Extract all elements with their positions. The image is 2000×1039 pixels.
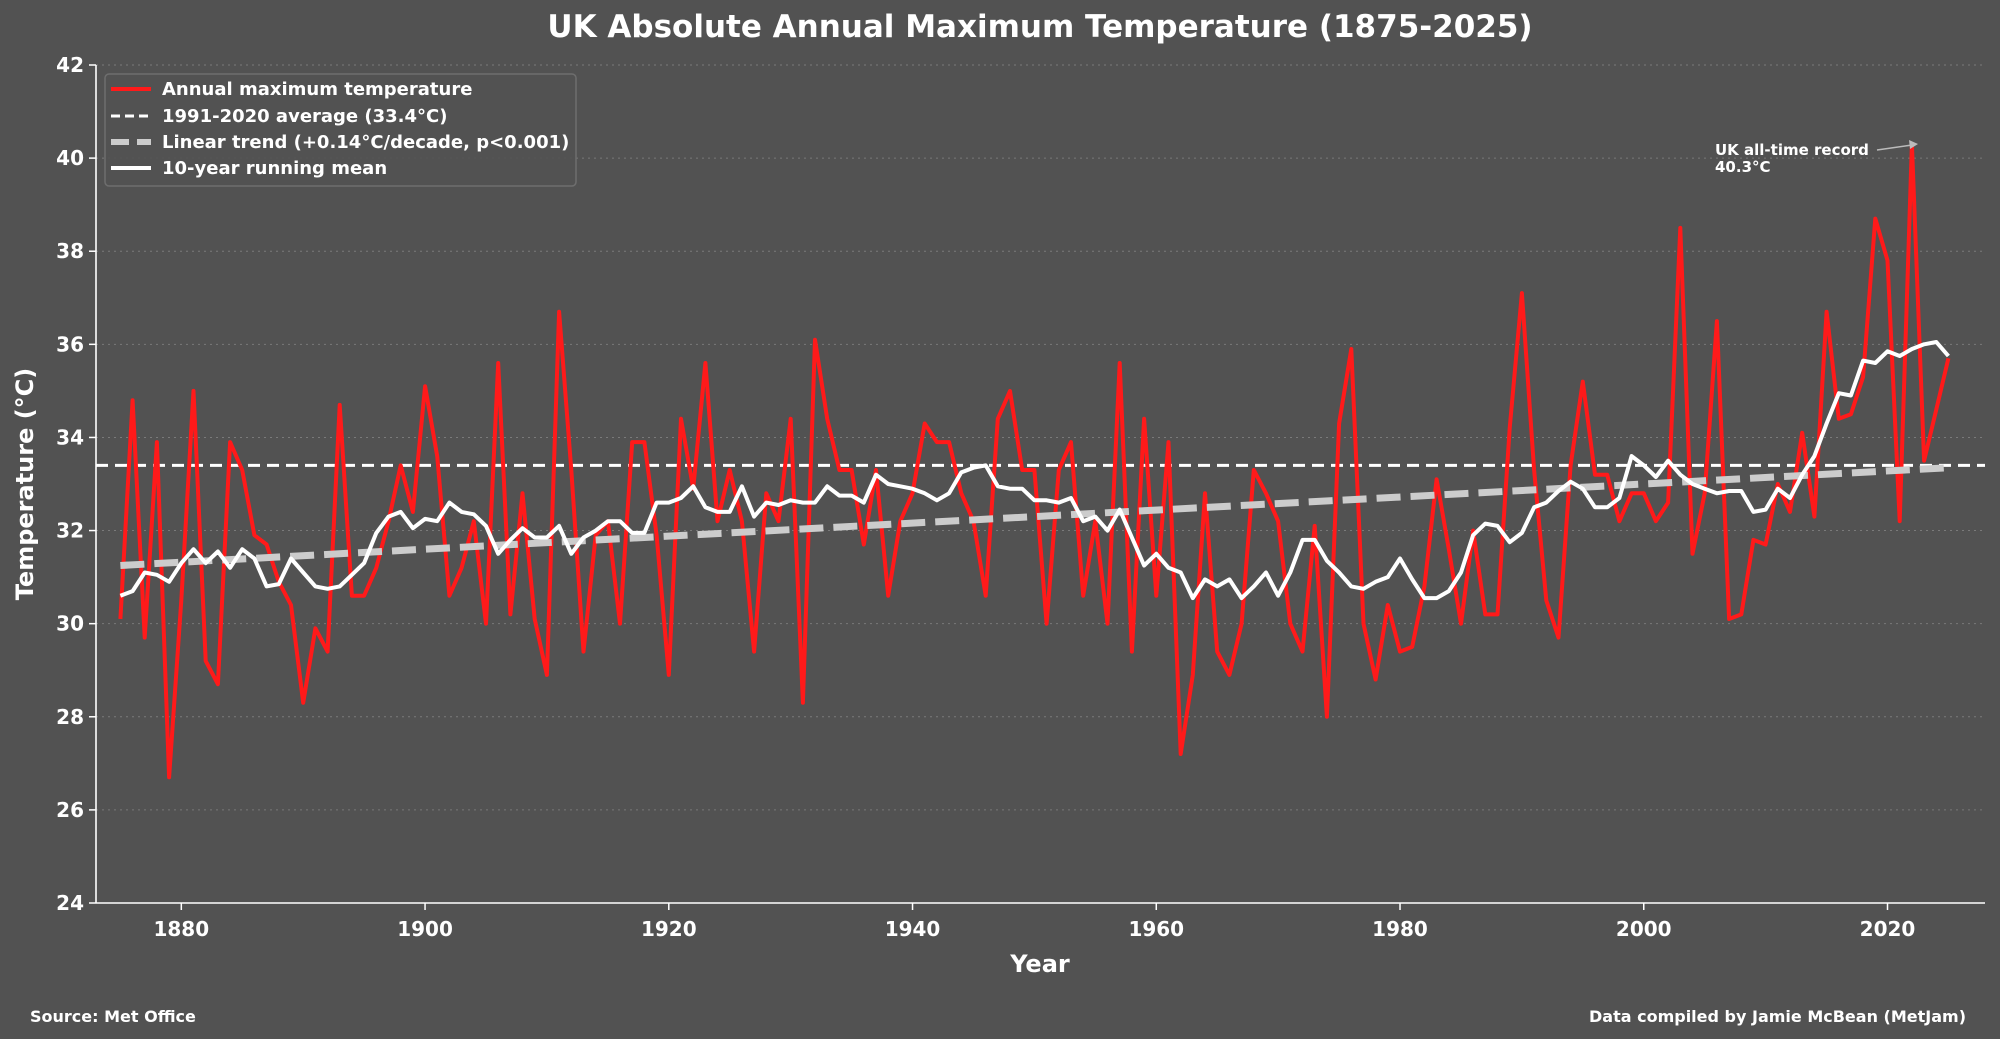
x-tick-label: 1920 bbox=[641, 917, 697, 941]
series-layer bbox=[96, 142, 1985, 780]
source-footer: Source: Met Office bbox=[30, 1007, 196, 1026]
x-tick-label: 1880 bbox=[153, 917, 209, 941]
y-tick-label: 38 bbox=[56, 239, 84, 263]
y-tick-label: 42 bbox=[56, 53, 84, 77]
x-tick-label: 1900 bbox=[397, 917, 453, 941]
y-tick-label: 40 bbox=[56, 146, 84, 170]
legend: Annual maximum temperature 1991-2020 ave… bbox=[104, 73, 577, 187]
annotation-arrow bbox=[1876, 144, 1913, 151]
y-axis-label: Temperature (°C) bbox=[11, 368, 39, 601]
record-annotation: UK all-time record 40.3°C bbox=[1715, 140, 1918, 176]
legend-box bbox=[104, 73, 577, 187]
annotation-line2: 40.3°C bbox=[1715, 158, 1771, 176]
y-axis-ticks: 24 26 28 30 32 34 36 38 40 42 bbox=[56, 53, 96, 915]
y-tick-label: 32 bbox=[56, 519, 84, 543]
legend-label-trend: Linear trend (+0.14°C/decade, p<0.001) bbox=[162, 132, 569, 153]
legend-label-annual-max: Annual maximum temperature bbox=[162, 79, 472, 100]
y-tick-label: 30 bbox=[56, 612, 84, 636]
x-axis-ticks: 1880 1900 1920 1940 1960 1980 2000 2020 bbox=[153, 903, 1915, 941]
y-tick-label: 34 bbox=[56, 425, 84, 449]
legend-label-average: 1991-2020 average (33.4°C) bbox=[162, 106, 447, 127]
x-tick-label: 1960 bbox=[1128, 917, 1184, 941]
annual-max-line bbox=[118, 142, 1951, 780]
x-tick-label: 1980 bbox=[1372, 917, 1428, 941]
y-tick-label: 24 bbox=[56, 891, 84, 915]
x-tick-label: 2020 bbox=[1860, 917, 1916, 941]
x-tick-label: 2000 bbox=[1616, 917, 1672, 941]
y-tick-label: 36 bbox=[56, 332, 84, 356]
x-tick-label: 1940 bbox=[885, 917, 941, 941]
x-axis-label: Year bbox=[1009, 950, 1070, 978]
legend-label-running-mean: 10-year running mean bbox=[162, 158, 387, 179]
running-mean-line bbox=[119, 340, 1950, 601]
y-tick-label: 26 bbox=[56, 798, 84, 822]
credit-footer: Data compiled by Jamie McBean (MetJam) bbox=[1589, 1007, 1966, 1026]
y-tick-label: 28 bbox=[56, 705, 84, 729]
chart-title: UK Absolute Annual Maximum Temperature (… bbox=[547, 9, 1532, 45]
annotation-line1: UK all-time record bbox=[1715, 141, 1869, 159]
annotation-arrowhead bbox=[1909, 140, 1918, 149]
